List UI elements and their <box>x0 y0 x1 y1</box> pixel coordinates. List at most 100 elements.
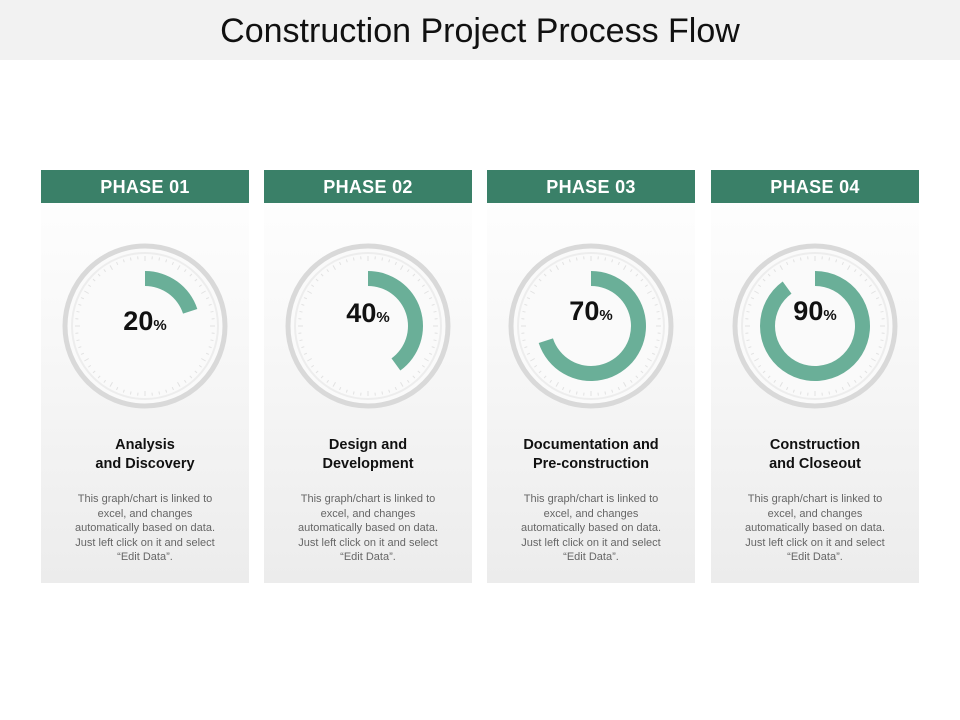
gauge-tick <box>835 389 838 393</box>
gauge-tick <box>799 257 802 261</box>
percent-value: 90 <box>793 296 824 326</box>
gauge-tick <box>394 387 397 391</box>
gauge-tick <box>652 297 656 300</box>
gauge-tick <box>352 257 355 261</box>
gauge-outer-ring <box>285 243 451 409</box>
gauge-tick <box>853 269 857 273</box>
gauge-tick <box>206 297 210 300</box>
gauge-inner-ring <box>741 252 889 400</box>
gauge-tick <box>332 265 336 270</box>
gauge-tick <box>116 387 119 391</box>
gauge-tick <box>524 346 528 349</box>
phase-title-line-2: Pre-construction <box>532 456 649 472</box>
gauge-tick <box>635 273 639 277</box>
gauge-tick <box>534 364 538 368</box>
gauge-tick <box>194 278 198 282</box>
gauge-tick <box>177 265 181 270</box>
gauge-ticks <box>521 256 661 396</box>
gauge-tick <box>878 303 882 306</box>
gauge-tick <box>311 284 315 288</box>
gauge-tick <box>859 273 863 277</box>
gauge-tick <box>194 370 198 374</box>
gauge-tick <box>183 269 187 273</box>
gauge-tick <box>433 310 437 313</box>
gauge-tick <box>400 265 404 270</box>
gauge-tick <box>400 382 404 387</box>
gauge-tick <box>388 389 391 393</box>
gauge-tick <box>406 379 410 383</box>
gauge-ticks <box>75 256 215 396</box>
phase-title-line-1: Design and <box>328 437 408 453</box>
gauge-tick <box>538 278 542 282</box>
gauge-tick <box>617 261 620 265</box>
gauge-tick <box>762 278 766 282</box>
gauge-tick <box>92 370 96 374</box>
gauge-tick <box>394 261 397 265</box>
phase-title-line-1: Analysis <box>115 437 175 453</box>
gauge-tick <box>871 290 876 294</box>
gauge-tick <box>878 346 882 349</box>
gauge-tick <box>847 382 851 387</box>
percent-sign: % <box>376 309 390 326</box>
gauge-tick <box>339 387 342 391</box>
progress-arc <box>145 271 198 314</box>
phase-description: This graph/chart is linked to excel, and… <box>520 493 662 563</box>
gauge-tick <box>880 339 884 342</box>
gauge-tick <box>656 339 660 342</box>
slide-title: Construction Project Process Flow <box>220 12 740 50</box>
gauge-tick <box>876 297 880 300</box>
gauge-tick <box>76 339 80 342</box>
gauge-tick <box>332 382 336 387</box>
gauge-tick <box>604 257 607 261</box>
gauge-tick <box>530 290 535 294</box>
gauge-tick <box>158 391 161 395</box>
gauge-tick <box>647 358 652 362</box>
gauge-tick <box>758 364 762 368</box>
phase-card-02: PHASE 02 40% Design and Development This… <box>264 170 472 583</box>
progress-gauge: 70% <box>507 242 675 410</box>
percent-sign: % <box>153 317 167 334</box>
gauge-tick <box>758 284 762 288</box>
gauge-tick <box>421 284 425 288</box>
gauge-tick <box>388 259 391 263</box>
gauge-svg <box>508 243 674 409</box>
phase-title-line-2: Development <box>322 456 414 472</box>
gauge-tick <box>841 387 844 391</box>
gauge-tick <box>122 259 125 263</box>
gauge-tick <box>299 310 303 313</box>
gauge-tick <box>864 278 868 282</box>
gauge-tick <box>424 290 429 294</box>
gauge-tick <box>767 273 771 277</box>
gauge-tick <box>208 346 212 349</box>
gauge-tick <box>189 273 193 277</box>
gauge-tick <box>201 290 206 294</box>
phase-card-03: PHASE 03 70% Documentation and Pre-const… <box>487 170 695 583</box>
gauge-tick <box>746 339 750 342</box>
gauge-tick <box>76 310 80 313</box>
gauge-tick <box>549 269 553 273</box>
gauge-tick <box>549 379 553 383</box>
gauge-inner-ring <box>294 252 442 400</box>
gauge-tick <box>543 375 547 379</box>
gauge-tick <box>301 303 305 306</box>
gauge-tick <box>868 284 872 288</box>
gauge-tick <box>165 389 168 393</box>
gauge-tick <box>339 261 342 265</box>
gauge-tick <box>654 346 658 349</box>
gauge-tick <box>208 303 212 306</box>
gauge-tick <box>750 297 754 300</box>
gauge-tick <box>201 358 206 362</box>
gauge-tick <box>78 303 82 306</box>
gauge-tick <box>640 278 644 282</box>
percent-sign: % <box>599 307 613 324</box>
gauge-tick <box>315 278 319 282</box>
gauge-tick <box>431 346 435 349</box>
gauge-tick <box>847 265 851 270</box>
gauge-tick <box>198 284 202 288</box>
gauge-tick <box>315 370 319 374</box>
gauge-tick <box>635 375 639 379</box>
gauge-svg <box>285 243 451 409</box>
gauge-tick <box>750 352 754 355</box>
percent-value: 20 <box>123 306 154 336</box>
phase-title: Construction and Closeout <box>711 436 919 474</box>
